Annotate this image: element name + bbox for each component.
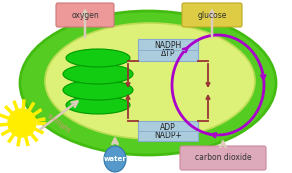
Ellipse shape (66, 96, 130, 114)
Text: sunlight: sunlight (46, 112, 72, 134)
FancyBboxPatch shape (138, 121, 198, 141)
Text: glucose: glucose (197, 11, 227, 20)
Ellipse shape (63, 80, 133, 100)
Text: water: water (104, 156, 126, 162)
FancyBboxPatch shape (138, 39, 198, 61)
Circle shape (8, 109, 36, 137)
Ellipse shape (63, 64, 133, 84)
FancyBboxPatch shape (182, 3, 242, 27)
Text: oxygen: oxygen (71, 11, 99, 20)
FancyBboxPatch shape (180, 146, 266, 170)
FancyBboxPatch shape (56, 3, 114, 27)
Ellipse shape (45, 23, 255, 139)
Text: carbon dioxide: carbon dioxide (195, 153, 251, 162)
Ellipse shape (66, 49, 130, 67)
Ellipse shape (104, 146, 126, 172)
Ellipse shape (20, 11, 276, 155)
Text: NADPH: NADPH (154, 42, 182, 51)
Text: NADP+: NADP+ (154, 130, 182, 139)
Text: ADP: ADP (160, 122, 176, 131)
Text: ΔTP: ΔTP (161, 49, 175, 58)
